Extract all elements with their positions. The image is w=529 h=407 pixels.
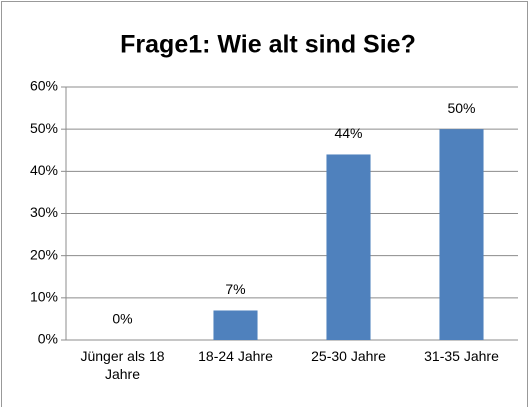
y-tick-label: 10% — [30, 289, 58, 305]
x-tick-label: 18-24 Jahre — [198, 348, 273, 364]
data-label: 7% — [225, 281, 245, 297]
x-tick-label: 31-35 Jahre — [424, 348, 499, 364]
y-tick-label: 0% — [38, 331, 58, 347]
x-tick-label: Jünger als 18 Jahre — [80, 348, 165, 382]
bar — [213, 310, 258, 340]
chart-title: Frage1: Wie alt sind Sie? — [120, 31, 416, 59]
data-label: 50% — [447, 100, 475, 116]
y-tick-label: 40% — [30, 162, 58, 178]
data-label: 44% — [334, 125, 362, 141]
data-label: 0% — [112, 311, 132, 327]
y-tick-label: 60% — [30, 78, 58, 94]
y-tick-label: 20% — [30, 246, 58, 262]
bar — [439, 129, 484, 340]
x-tick-label: 25-30 Jahre — [311, 348, 386, 364]
y-tick-label: 50% — [30, 120, 58, 136]
bar — [326, 154, 371, 340]
y-tick-label: 30% — [30, 204, 58, 220]
